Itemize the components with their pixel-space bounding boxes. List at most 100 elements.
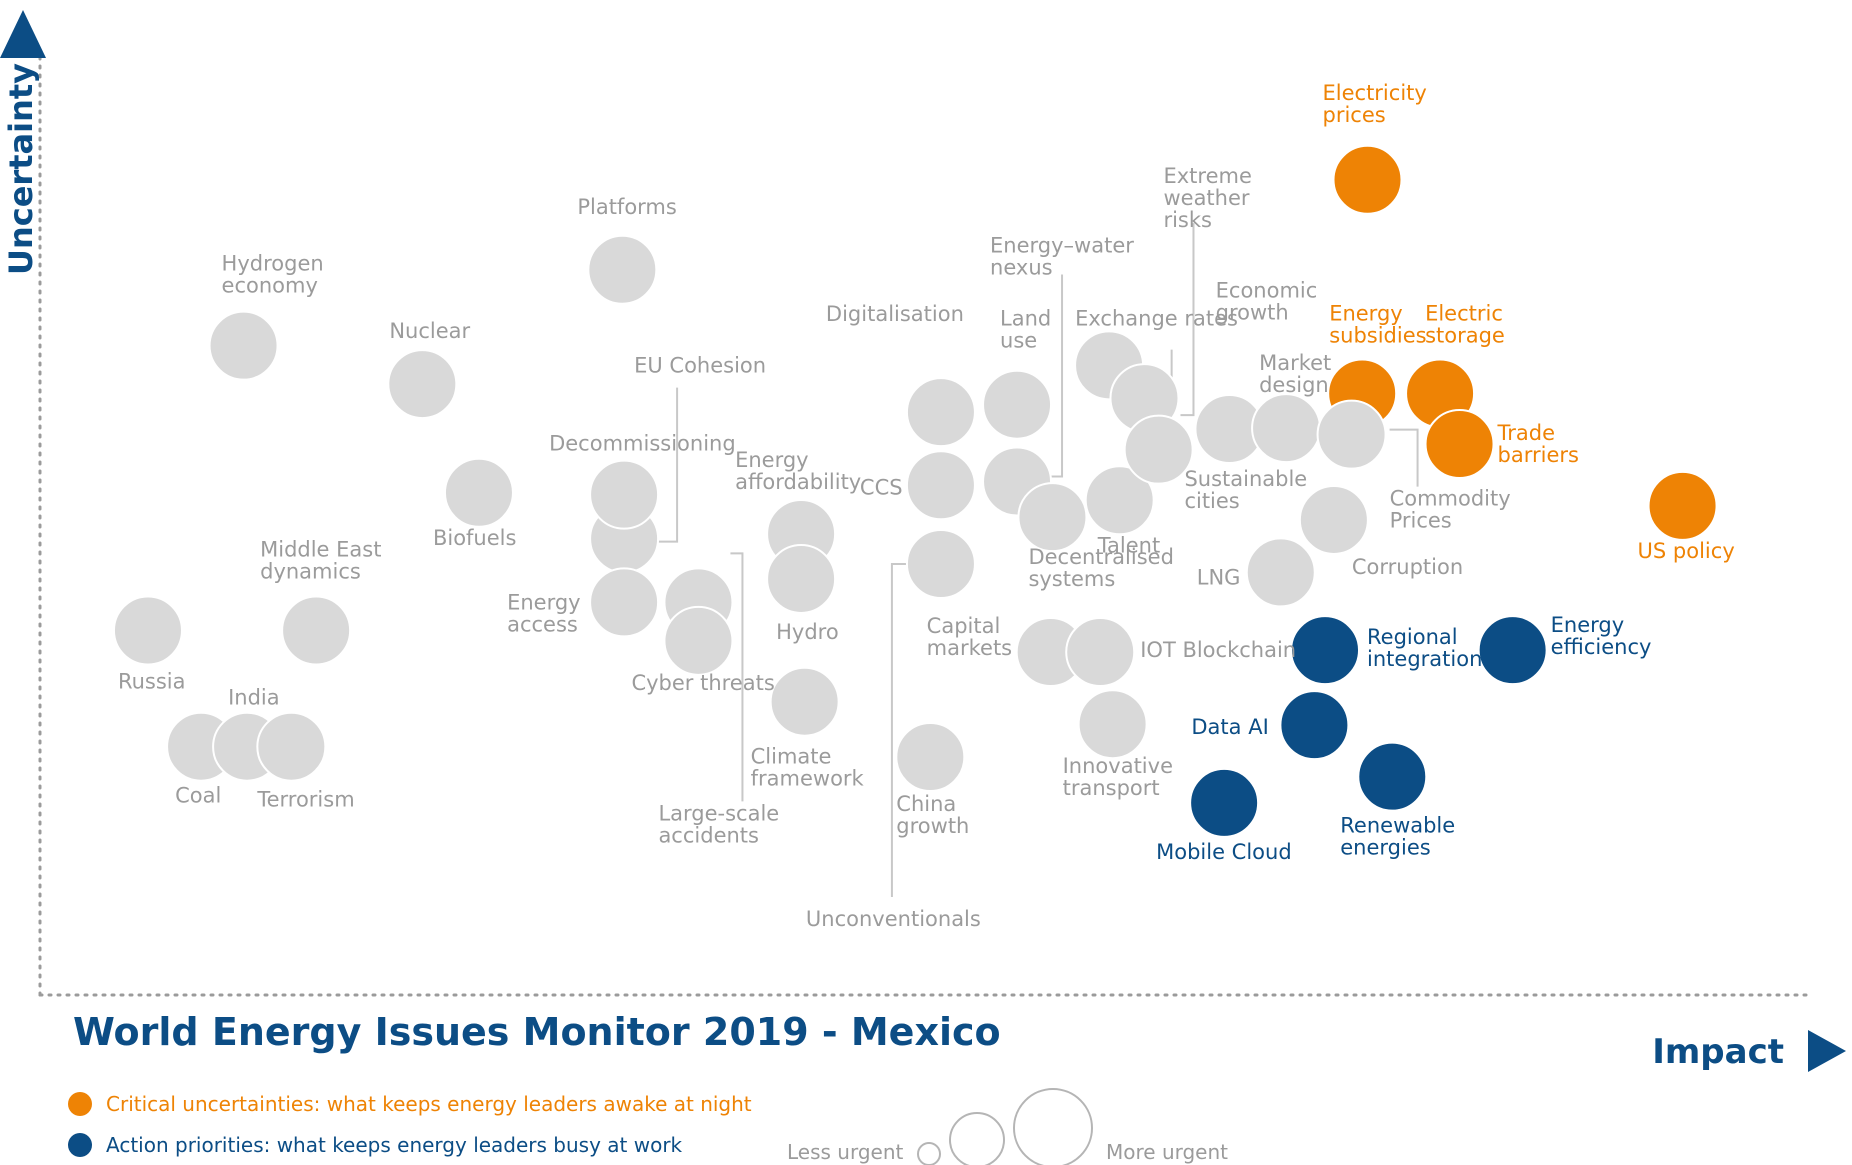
bubble-china-growth <box>895 722 966 793</box>
label-us-policy: US policy <box>1638 539 1735 563</box>
bubble-corruption <box>1298 484 1369 555</box>
label-china-growth: China growth <box>896 792 969 838</box>
size-legend <box>917 1088 1093 1165</box>
bubble-us-policy <box>1647 470 1718 541</box>
label-middle-east-dynamics: Middle East dynamics <box>260 538 381 584</box>
x-axis-label: Impact <box>1652 1032 1784 1072</box>
label-land-use: Land use <box>1000 307 1051 353</box>
label-climate-framework: Climate framework <box>751 745 865 791</box>
chart-title: World Energy Issues Monitor 2019 - Mexic… <box>73 1010 1001 1054</box>
label-commodity-prices: Commodity Prices <box>1390 487 1511 533</box>
label-trade-barriers: Trade barriers <box>1497 421 1579 467</box>
label-nuclear: Nuclear <box>389 319 470 343</box>
label-extreme-weather-risks: Extreme weather risks <box>1163 164 1251 232</box>
bubble-digitalisation <box>905 377 976 448</box>
leader-unconventionals <box>890 562 909 897</box>
label-economic-growth: Economic growth <box>1216 279 1318 325</box>
bubble-decentralised-systems <box>1017 482 1088 553</box>
bubble-climate-framework <box>769 666 840 737</box>
legend-critical-label: Critical uncertainties: what keeps energ… <box>106 1092 752 1116</box>
bubble-data-ai <box>1279 690 1350 761</box>
bubble-regional-integration <box>1290 615 1361 686</box>
label-hydrogen-economy: Hydrogen economy <box>222 252 324 298</box>
bubble-lng <box>1245 537 1316 608</box>
label-exchange-rates: Exchange rates <box>1075 306 1238 330</box>
label-innovative-transport: Innovative transport <box>1063 754 1173 800</box>
label-mobile-cloud: Mobile Cloud <box>1156 840 1292 864</box>
label-coal: Coal <box>175 784 221 808</box>
bubble-renewable-energies <box>1357 741 1428 812</box>
label-ccs: CCS <box>860 475 903 499</box>
label-regional-integration: Regional integration <box>1367 625 1482 671</box>
size-legend-large-circle <box>1013 1088 1093 1165</box>
label-decommissioning: Decommissioning <box>549 432 736 456</box>
bubble-unconventionals <box>905 528 976 599</box>
axes: Uncertainty Impact <box>0 10 1846 1072</box>
bubble-land-use <box>982 369 1053 440</box>
label-renewable-energies: Renewable energies <box>1340 814 1455 860</box>
label-platforms: Platforms <box>577 195 677 219</box>
leader-extreme-weather-risks <box>1180 223 1195 417</box>
x-axis-arrow-icon <box>1808 1030 1846 1072</box>
bubble-economic-growth <box>1123 414 1194 485</box>
label-electricity-prices: Electricity prices <box>1323 81 1427 127</box>
bubble-energy-access <box>589 567 660 638</box>
bubble-market-design <box>1251 393 1322 464</box>
label-market-design: Market design <box>1259 351 1331 397</box>
bubble-commodity-prices <box>1316 399 1387 470</box>
bubble-iot-blockchain <box>1065 617 1136 688</box>
bubble-biofuels <box>443 457 514 528</box>
label-energy-access: Energy access <box>507 590 581 636</box>
bubble-mobile-cloud <box>1189 767 1260 838</box>
label-digitalisation: Digitalisation <box>826 302 964 326</box>
bubble-labels: Electricity prices Energy subsidiesElectric… <box>118 81 1735 931</box>
blue-dot-icon <box>68 1133 92 1157</box>
bubble-hydro <box>766 543 837 614</box>
label-corruption: Corruption <box>1352 555 1463 579</box>
label-capital-markets: Capital markets <box>927 614 1012 660</box>
bubble-platforms <box>587 234 658 305</box>
bubble-decommissioning <box>589 459 660 530</box>
leader-lines <box>656 223 1419 897</box>
legend-action-label: Action priorities: what keeps energy lea… <box>106 1133 683 1157</box>
label-energy-water-nexus: Energy–water nexus <box>990 234 1134 280</box>
label-lng: LNG <box>1197 565 1241 589</box>
label-electric-storage: Electric storage <box>1425 301 1505 347</box>
size-legend-medium-circle <box>949 1112 1005 1165</box>
bubble-nuclear <box>387 349 458 420</box>
bubbles <box>112 144 1718 838</box>
bubble-talent <box>1084 465 1155 536</box>
label-large-scale-accidents: Large-scale accidents <box>658 801 779 847</box>
label-energy-efficiency: Energy efficiency <box>1551 613 1652 659</box>
label-eu-cohesion: EU Cohesion <box>634 354 766 378</box>
y-axis-label: Uncertainty <box>2 63 40 275</box>
label-sustainable-cities: Sustainable cities <box>1184 467 1307 513</box>
label-hydro: Hydro <box>776 620 839 644</box>
label-cyber-threats: Cyber threats <box>631 671 774 695</box>
bubble-russia <box>112 595 183 666</box>
leader-energy-water-nexus <box>1047 274 1064 478</box>
leader-large-scale-accidents <box>730 552 744 802</box>
label-india: India <box>228 686 280 710</box>
leader-commodity-prices <box>1389 428 1419 487</box>
bubble-electricity-prices <box>1332 144 1403 215</box>
bubble-terrorism <box>256 711 327 782</box>
label-energy-subsidies: Energy subsidies <box>1329 301 1426 347</box>
bubble-ccs <box>905 450 976 521</box>
bubble-trade-barriers <box>1424 409 1495 480</box>
size-legend-small-circle <box>917 1142 941 1165</box>
label-unconventionals: Unconventionals <box>806 907 981 931</box>
label-iot-blockchain: IOT Blockchain <box>1140 638 1296 662</box>
label-data-ai: Data AI <box>1191 715 1268 739</box>
bubble-hydrogen-economy <box>208 310 279 381</box>
legend-action: Action priorities: what keeps energy lea… <box>68 1133 682 1157</box>
bubble-energy-efficiency <box>1477 615 1548 686</box>
bubble-innovative-transport <box>1077 689 1148 760</box>
label-energy-affordability: Energy affordability <box>735 448 861 494</box>
less-urgent-label: Less urgent <box>787 1140 904 1164</box>
leader-eu-cohesion <box>656 387 679 543</box>
label-russia: Russia <box>118 670 186 694</box>
orange-dot-icon <box>68 1092 92 1116</box>
more-urgent-label: More urgent <box>1106 1140 1229 1164</box>
